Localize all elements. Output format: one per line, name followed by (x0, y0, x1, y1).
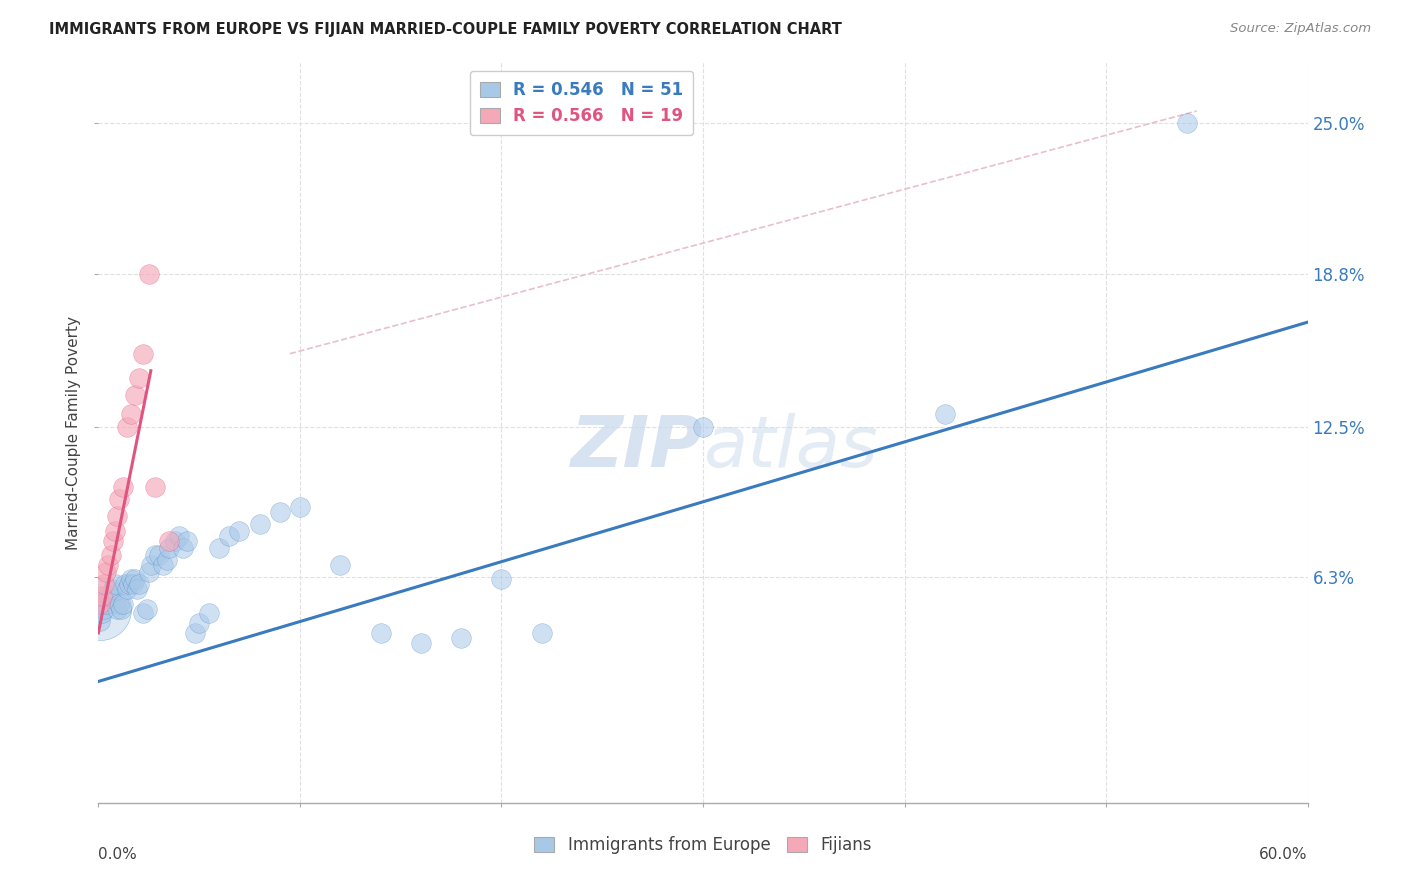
Point (121, 577, 143, 591)
Point (491, 573, 513, 587)
Text: ZIP: ZIP (571, 413, 703, 482)
Point (120, 573, 142, 587)
Point (118, 577, 141, 591)
Point (96, 565, 118, 579)
Point (143, 548, 166, 562)
Point (132, 347, 155, 361)
Point (228, 524, 250, 538)
Point (101, 533, 124, 548)
Point (103, 524, 125, 538)
Point (329, 558, 352, 572)
Point (97, 558, 120, 572)
Point (152, 558, 174, 572)
Point (125, 582, 148, 597)
Point (249, 516, 271, 531)
Point (934, 408, 956, 422)
Point (111, 597, 134, 611)
Point (157, 541, 180, 555)
Point (184, 626, 207, 640)
Point (93, 577, 115, 591)
Point (139, 558, 162, 572)
Point (218, 529, 240, 543)
Legend: Immigrants from Europe, Fijians: Immigrants from Europe, Fijians (527, 830, 879, 861)
Point (450, 631, 472, 645)
Point (530, 626, 553, 640)
Point (105, 509, 128, 524)
Point (97, 590, 120, 604)
Point (148, 548, 170, 562)
Y-axis label: Married-Couple Family Poverty: Married-Couple Family Poverty (66, 316, 82, 549)
Point (89, 597, 111, 611)
Point (107, 597, 129, 611)
Text: Source: ZipAtlas.com: Source: ZipAtlas.com (1230, 22, 1371, 36)
Text: atlas: atlas (703, 413, 877, 482)
Point (208, 541, 231, 555)
Point (91, 590, 114, 604)
Point (138, 267, 160, 281)
Point (163, 533, 186, 548)
Point (188, 616, 211, 631)
Point (115, 582, 138, 597)
Point (1175, 116, 1198, 130)
Point (156, 553, 179, 567)
Point (157, 533, 180, 548)
Point (100, 590, 122, 604)
Point (103, 577, 125, 591)
Point (111, 480, 134, 494)
Point (115, 419, 138, 434)
Point (114, 577, 136, 591)
Point (124, 388, 146, 402)
Point (89, 614, 111, 628)
Point (138, 565, 160, 579)
Text: IMMIGRANTS FROM EUROPE VS FIJIAN MARRIED-COUPLE FAMILY POVERTY CORRELATION CHART: IMMIGRANTS FROM EUROPE VS FIJIAN MARRIED… (49, 22, 842, 37)
Point (172, 541, 194, 555)
Point (370, 626, 392, 640)
Point (176, 533, 198, 548)
Point (143, 480, 166, 494)
Point (288, 500, 311, 514)
Point (107, 492, 129, 507)
Point (132, 607, 155, 621)
Point (124, 573, 146, 587)
Text: 0.0%: 0.0% (98, 847, 138, 863)
Point (269, 504, 291, 518)
Point (101, 582, 124, 597)
Point (167, 529, 190, 543)
Point (128, 371, 150, 385)
Point (692, 419, 714, 434)
Text: 60.0%: 60.0% (1260, 847, 1308, 863)
Point (409, 635, 432, 649)
Point (96, 597, 118, 611)
Point (105, 601, 128, 615)
Point (91, 607, 114, 621)
Point (135, 601, 157, 615)
Point (100, 548, 122, 562)
Point (110, 601, 132, 615)
Point (120, 408, 142, 422)
Point (93, 601, 115, 615)
Point (89, 601, 111, 615)
Point (198, 607, 221, 621)
Point (128, 577, 150, 591)
